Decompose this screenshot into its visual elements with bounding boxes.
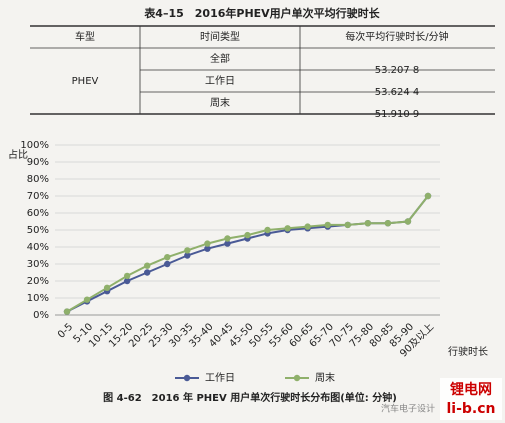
data-point — [344, 221, 351, 229]
data-point — [83, 296, 91, 303]
legend-label: 工作日 — [205, 372, 235, 384]
data-point — [63, 308, 71, 315]
watermark-note: 汽车电子设计 — [381, 403, 435, 415]
watermark: 锂电网 — [450, 381, 492, 398]
y-axis-label: 占比 — [8, 148, 28, 161]
data-point — [264, 226, 271, 234]
x-axis-label: 行驶时长 — [448, 345, 488, 358]
data-point — [123, 277, 131, 285]
caption: 图 4-62 2016 年 PHEV 用户单次行驶时长分布图(单位: 分钟) — [103, 391, 397, 404]
table-cell: 53.624 4 — [375, 87, 420, 98]
table-model: PHEV — [72, 76, 99, 87]
table-cell: 53.207 8 — [375, 65, 420, 76]
y-tick-label: 80% — [27, 174, 49, 185]
legend-marker — [293, 374, 301, 382]
data-point — [164, 260, 171, 268]
data-point — [224, 235, 231, 242]
table-header: 时间类型 — [200, 30, 240, 43]
table-cell: 全部 — [210, 52, 230, 65]
data-point — [424, 192, 432, 200]
data-point — [204, 240, 211, 247]
y-tick-label: 100% — [20, 140, 49, 151]
data-point — [304, 223, 311, 230]
y-tick-label: 60% — [27, 208, 49, 219]
y-tick-label: 0% — [33, 310, 49, 321]
data-point — [284, 225, 291, 232]
data-point — [404, 218, 412, 225]
data-point — [184, 252, 191, 259]
y-tick-label: 70% — [27, 191, 49, 202]
y-tick-label: 20% — [27, 276, 49, 287]
y-tick-label: 50% — [27, 225, 49, 236]
legend-label: 周末 — [315, 371, 335, 384]
data-point — [144, 262, 151, 269]
data-point — [204, 245, 211, 252]
data-point — [384, 220, 392, 227]
data-point — [144, 269, 151, 276]
y-tick-label: 10% — [27, 293, 49, 304]
data-point — [164, 254, 171, 261]
table-cell: 51.910 9 — [375, 109, 420, 120]
data-point — [244, 231, 251, 239]
data-point — [103, 284, 111, 291]
table-header: 每次平均行驶时长/分钟 — [345, 30, 448, 43]
data-point — [364, 220, 372, 227]
data-point — [224, 240, 231, 247]
table-title: 表4–15 2016年PHEV用户单次平均行驶时长 — [143, 6, 380, 20]
watermark-box — [440, 378, 502, 420]
data-point — [324, 221, 331, 229]
y-tick-label: 90% — [27, 157, 49, 168]
table-cell: 工作日 — [205, 75, 235, 87]
y-tick-label: 40% — [27, 242, 49, 253]
table-cell: 周末 — [210, 96, 230, 109]
data-point — [184, 247, 191, 254]
data-point — [123, 272, 131, 280]
legend-marker — [183, 374, 191, 382]
table-lines — [30, 25, 495, 115]
y-tick-label: 30% — [27, 259, 49, 270]
watermark: li-b.cn — [446, 401, 495, 417]
table-header: 车型 — [75, 30, 95, 43]
